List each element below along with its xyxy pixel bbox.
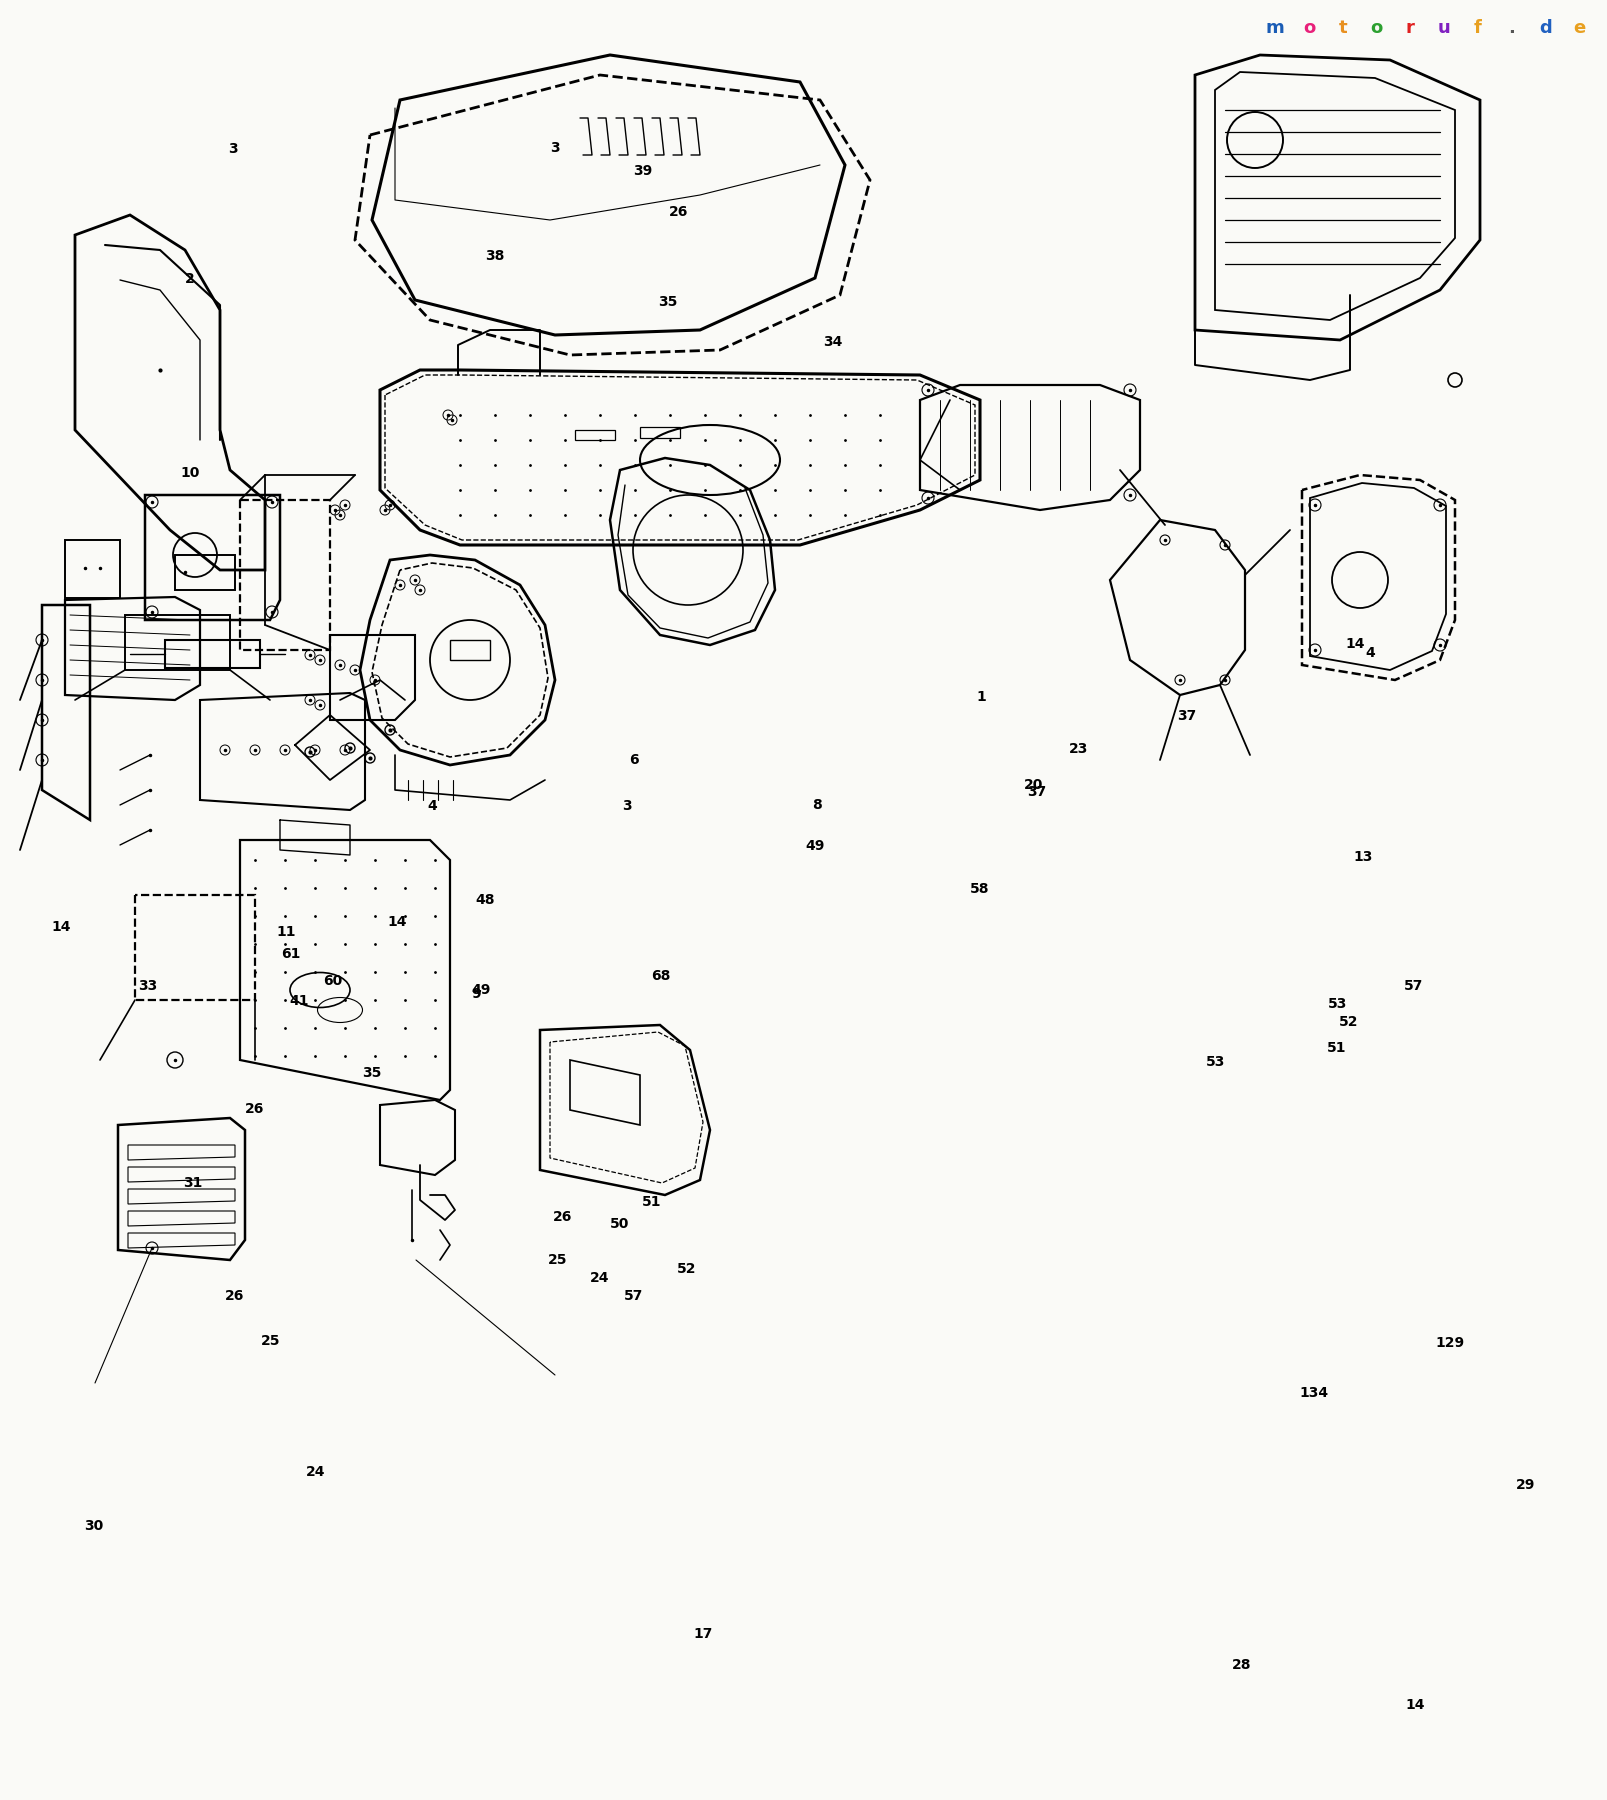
- Text: 14: 14: [1405, 1697, 1424, 1712]
- Text: 24: 24: [305, 1465, 325, 1480]
- Text: 23: 23: [1069, 742, 1088, 756]
- Text: 31: 31: [183, 1175, 202, 1190]
- Text: 4: 4: [1364, 646, 1374, 661]
- Text: 61: 61: [281, 947, 301, 961]
- Text: .: .: [1507, 20, 1514, 38]
- Text: 39: 39: [633, 164, 652, 178]
- Text: f: f: [1474, 20, 1480, 38]
- Text: 26: 26: [669, 205, 688, 220]
- Text: 3: 3: [550, 140, 559, 155]
- Text: o: o: [1302, 20, 1315, 38]
- Text: 2: 2: [185, 272, 194, 286]
- Text: 57: 57: [1403, 979, 1422, 994]
- Text: 14: 14: [51, 920, 71, 934]
- Text: 35: 35: [657, 295, 677, 310]
- Text: 57: 57: [624, 1289, 643, 1303]
- Text: 134: 134: [1298, 1386, 1327, 1400]
- Text: 51: 51: [1326, 1040, 1345, 1055]
- Text: 3: 3: [622, 799, 632, 814]
- Text: e: e: [1572, 20, 1585, 38]
- Text: 35: 35: [362, 1066, 381, 1080]
- Text: 29: 29: [1515, 1478, 1535, 1492]
- Text: 52: 52: [677, 1262, 696, 1276]
- Text: 8: 8: [812, 797, 821, 812]
- Text: 10: 10: [180, 466, 199, 481]
- Text: 1: 1: [975, 689, 985, 704]
- Text: 33: 33: [138, 979, 157, 994]
- Text: 9: 9: [471, 986, 480, 1001]
- Text: 28: 28: [1231, 1658, 1250, 1672]
- Text: 4: 4: [427, 799, 437, 814]
- Text: o: o: [1369, 20, 1382, 38]
- Text: 13: 13: [1353, 850, 1372, 864]
- Text: 52: 52: [1339, 1015, 1358, 1030]
- Text: 20: 20: [1024, 778, 1043, 792]
- Text: 68: 68: [651, 968, 670, 983]
- Text: 26: 26: [244, 1102, 264, 1116]
- Text: 53: 53: [1205, 1055, 1225, 1069]
- Text: 26: 26: [225, 1289, 244, 1303]
- Text: 58: 58: [969, 882, 988, 896]
- Text: 49: 49: [471, 983, 490, 997]
- Text: r: r: [1405, 20, 1414, 38]
- Text: 34: 34: [823, 335, 842, 349]
- Text: 3: 3: [228, 142, 238, 157]
- Text: 6: 6: [628, 752, 638, 767]
- Text: 51: 51: [641, 1195, 660, 1210]
- Text: 53: 53: [1327, 997, 1347, 1012]
- Text: 25: 25: [548, 1253, 567, 1267]
- Text: 30: 30: [84, 1519, 103, 1534]
- Text: 17: 17: [693, 1627, 712, 1642]
- Text: 26: 26: [553, 1210, 572, 1224]
- Text: m: m: [1265, 20, 1284, 38]
- Text: 129: 129: [1435, 1336, 1464, 1350]
- Text: 50: 50: [609, 1217, 628, 1231]
- Text: 49: 49: [805, 839, 824, 853]
- Text: 38: 38: [485, 248, 505, 263]
- Text: 37: 37: [1176, 709, 1196, 724]
- Text: 37: 37: [1027, 785, 1046, 799]
- Text: 25: 25: [260, 1334, 280, 1348]
- Text: d: d: [1538, 20, 1551, 38]
- Text: t: t: [1337, 20, 1347, 38]
- Text: 60: 60: [323, 974, 342, 988]
- Text: 41: 41: [289, 994, 309, 1008]
- Text: 14: 14: [387, 914, 407, 929]
- Text: 11: 11: [276, 925, 296, 940]
- Text: u: u: [1437, 20, 1450, 38]
- Text: 48: 48: [476, 893, 495, 907]
- Text: 24: 24: [590, 1271, 609, 1285]
- Text: 14: 14: [1345, 637, 1364, 652]
